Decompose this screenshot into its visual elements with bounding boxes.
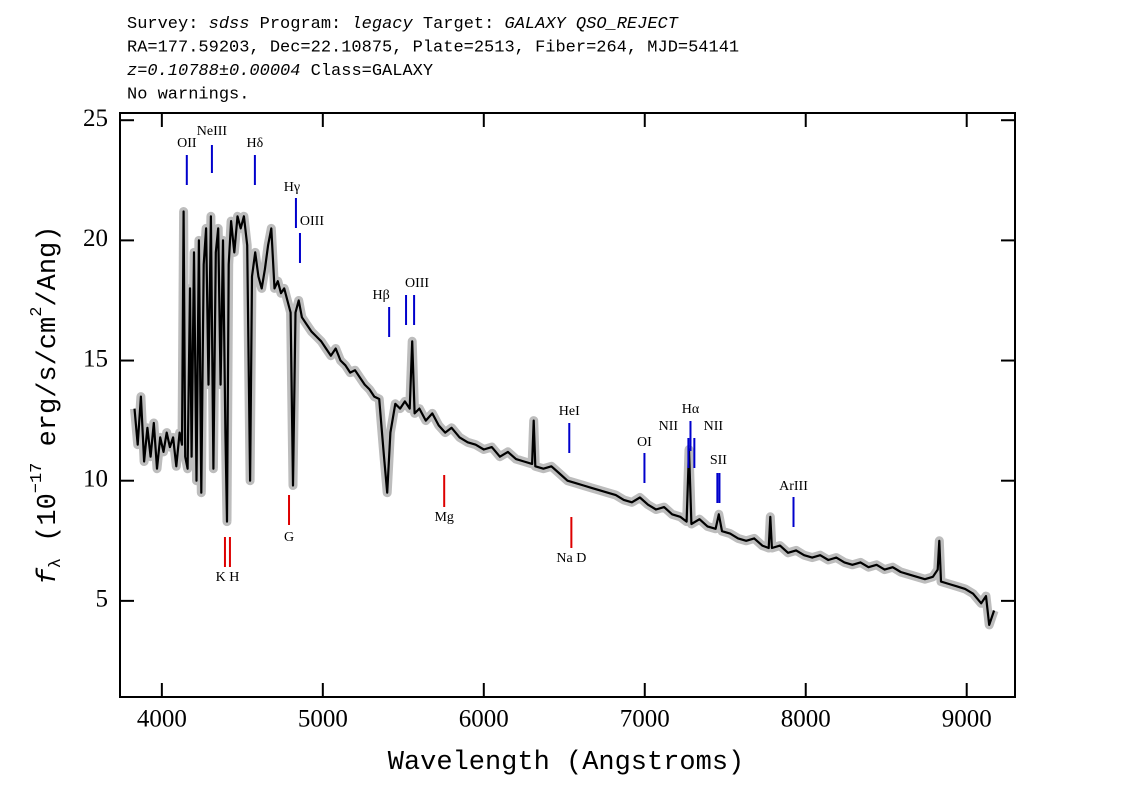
spectral-line-label: HeI [559,404,580,419]
spectral-line-label: Hα [682,402,700,417]
y-tick-label: 25 [83,105,108,132]
header-text: legacy [351,15,413,34]
y-axis-label-part: f [34,567,64,584]
x-tick-label: 8000 [781,706,831,733]
y-axis-label-part: −17 [28,463,47,494]
header-line: RA=177.59203, Dec=22.10875, Plate=2513, … [127,39,739,58]
y-axis-label: fλ (10−17 erg/s/cm2/Ang) [28,226,66,585]
x-tick-label: 7000 [620,706,670,733]
y-axis-label-part: /Ang) [34,226,64,307]
header-text: Survey: [127,15,209,34]
y-tick-label: 10 [83,465,108,492]
spectral-line-label: Mg [434,510,453,525]
spectral-line-label: OIII [300,214,324,229]
y-axis-label-part: (10 [34,493,64,558]
header-text: No warnings. [127,86,249,105]
header-text: sdss [209,15,250,34]
x-tick-label: 6000 [459,706,509,733]
spectral-line-label: Hγ [284,180,300,195]
y-axis-label-part: λ [47,558,66,568]
header-text: Class=GALAXY [300,62,433,81]
y-tick-label: 15 [83,345,108,372]
header-text: Target: [413,15,505,34]
x-axis-label: Wavelength (Angstroms) [388,748,744,778]
flux-line [133,210,996,626]
spectral-line-label: Na D [556,551,586,566]
x-tick-label: 9000 [942,706,992,733]
spectral-line-label: NII [659,419,679,434]
spectral-line-label: OI [637,435,652,450]
x-tick-label: 4000 [137,706,187,733]
header-text: RA=177.59203, Dec=22.10875, Plate=2513, … [127,39,739,58]
x-tick-label: 5000 [298,706,348,733]
header-line: z=0.10788±0.00004 Class=GALAXY [127,62,433,81]
spectral-line-label: G [284,530,294,545]
spectral-line-label: Hβ [373,288,390,303]
plot-frame [119,112,1016,698]
y-tick-label: 5 [96,586,109,613]
header-text: z=0.10788±0.00004 [127,62,300,81]
spectral-line-label: Hδ [247,136,264,151]
spectral-line-label: K H [216,570,240,585]
spectral-line-label: SII [710,453,727,468]
spectral-line-label: NeIII [197,124,228,139]
header-line: No warnings. [127,86,249,105]
y-axis-label-part: 2 [28,307,47,317]
y-tick-label: 20 [83,225,108,252]
header-text: Program: [249,15,351,34]
header-text: GALAXY QSO_REJECT [505,15,679,34]
spectral-line-label: OII [177,136,197,151]
spectral-line-label: OIII [405,276,429,291]
spectral-line-label: ArIII [779,479,808,494]
header-line: Survey: sdss Program: legacy Target: GAL… [127,15,679,34]
spectral-line-label: NII [704,419,724,434]
y-axis-label-part: erg/s/cm [34,317,64,463]
